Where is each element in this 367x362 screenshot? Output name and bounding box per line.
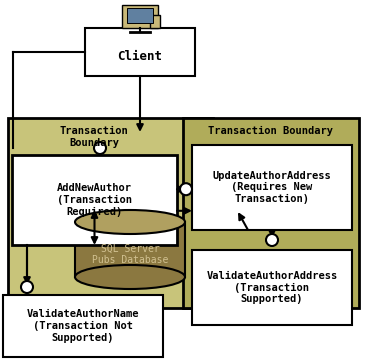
- Text: Transaction
Boundary: Transaction Boundary: [60, 126, 128, 148]
- Text: Transaction Boundary: Transaction Boundary: [208, 126, 334, 136]
- Bar: [192, 250, 352, 325]
- Text: AddNewAuthor
(Transaction
Required): AddNewAuthor (Transaction Required): [57, 184, 132, 216]
- Bar: [127, 8, 153, 23]
- Bar: [150, 15, 160, 28]
- Bar: [12, 155, 177, 245]
- Circle shape: [180, 183, 192, 195]
- Text: Client: Client: [117, 50, 163, 63]
- Bar: [85, 28, 195, 76]
- Bar: [3, 295, 163, 357]
- Ellipse shape: [75, 265, 185, 289]
- Bar: [122, 5, 158, 28]
- Text: ValidateAuthorName
(Transaction Not
Supported): ValidateAuthorName (Transaction Not Supp…: [27, 310, 139, 342]
- Circle shape: [266, 234, 278, 246]
- Bar: [75, 222, 185, 277]
- Bar: [183, 118, 359, 308]
- Text: ValidateAuthorAddress
(Transaction
Supported): ValidateAuthorAddress (Transaction Suppo…: [206, 271, 338, 304]
- Text: UpdateAuthorAddress
(Requires New
Transaction): UpdateAuthorAddress (Requires New Transa…: [212, 171, 331, 204]
- Bar: [192, 145, 352, 230]
- Circle shape: [94, 142, 106, 154]
- Ellipse shape: [75, 210, 185, 234]
- Text: SQL Server
Pubs Database: SQL Server Pubs Database: [92, 244, 168, 265]
- Bar: [8, 118, 213, 308]
- Circle shape: [21, 281, 33, 293]
